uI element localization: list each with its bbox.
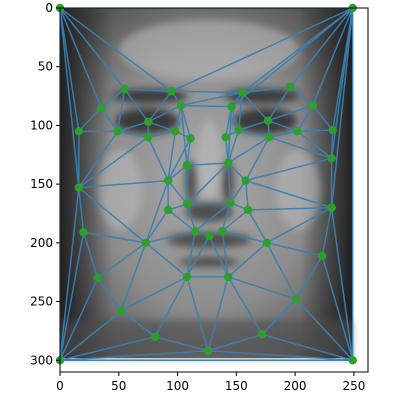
landmark-point — [234, 126, 242, 134]
y-tick-label: 300 — [30, 353, 53, 367]
landmark-point — [244, 206, 252, 214]
face-image — [60, 8, 352, 358]
landmark-point — [183, 200, 191, 208]
landmark-point — [224, 159, 232, 167]
landmark-point — [205, 232, 213, 240]
landmark-point — [144, 118, 152, 126]
y-axis: 0 50 100 150 200 250 300 — [30, 1, 60, 367]
landmark-point — [186, 134, 194, 142]
landmark-point — [75, 127, 83, 135]
landmark-point — [144, 133, 152, 141]
landmark-point — [93, 274, 101, 282]
y-tick-label: 150 — [30, 177, 53, 191]
landmark-point — [327, 203, 335, 211]
landmark-point — [177, 101, 185, 109]
landmark-point — [242, 176, 250, 184]
landmark-point — [227, 102, 235, 110]
landmark-point — [75, 183, 83, 191]
y-tick-label: 50 — [38, 60, 53, 74]
landmark-point — [164, 176, 172, 184]
landmark-point — [117, 307, 125, 315]
landmark-point — [97, 104, 105, 112]
landmark-point — [293, 127, 301, 135]
landmark-point — [224, 273, 232, 281]
landmark-point — [349, 356, 357, 364]
x-tick-label: 250 — [342, 379, 365, 393]
landmark-point — [292, 295, 300, 303]
x-tick-label: 0 — [56, 379, 64, 393]
landmark-point — [263, 239, 271, 247]
landmark-point — [327, 154, 335, 162]
y-tick-label: 100 — [30, 118, 53, 132]
landmark-point — [164, 206, 172, 214]
landmark-point — [113, 127, 121, 135]
x-tick-label: 200 — [284, 379, 307, 393]
landmark-point — [142, 239, 150, 247]
landmark-point — [329, 126, 337, 134]
y-tick-label: 250 — [30, 295, 53, 309]
x-tick-label: 150 — [225, 379, 248, 393]
landmark-point — [318, 252, 326, 260]
landmark-point — [171, 127, 179, 135]
landmark-point — [151, 333, 159, 341]
y-tick-label: 200 — [30, 236, 53, 250]
landmark-point — [309, 101, 317, 109]
landmark-point — [191, 227, 199, 235]
landmark-point — [265, 133, 273, 141]
landmark-point — [183, 273, 191, 281]
landmark-point — [258, 330, 266, 338]
landmark-point — [226, 199, 234, 207]
landmark-point — [79, 228, 87, 236]
landmark-point — [167, 87, 175, 95]
landmark-point — [238, 88, 246, 96]
landmark-point — [286, 82, 294, 90]
landmark-point — [183, 161, 191, 169]
x-axis: 0 50 100 150 200 250 — [56, 372, 365, 393]
x-tick-label: 50 — [111, 379, 126, 393]
landmark-point — [218, 227, 226, 235]
landmark-point — [204, 347, 212, 355]
x-tick-label: 100 — [166, 379, 189, 393]
landmark-point — [120, 85, 128, 93]
y-tick-label: 0 — [45, 1, 53, 15]
landmark-point — [264, 117, 272, 125]
landmark-point — [222, 133, 230, 141]
